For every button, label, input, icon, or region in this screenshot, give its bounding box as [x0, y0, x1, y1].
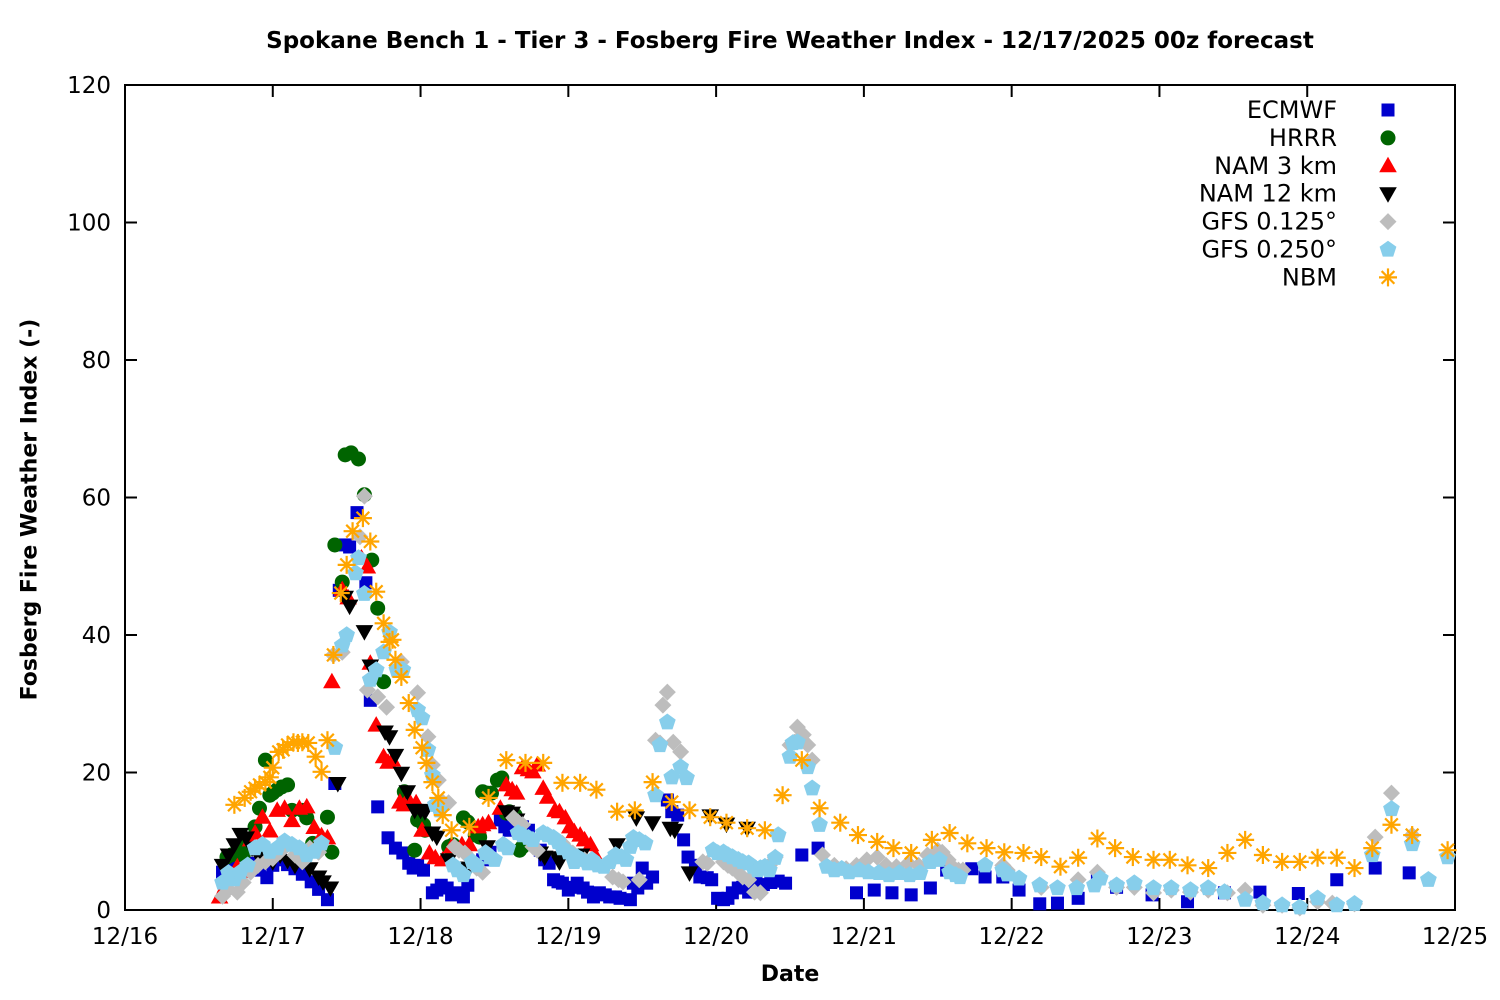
x-tick-label: 12/20: [683, 924, 749, 950]
legend-item-gfs-0-125-: GFS 0.125°: [1201, 208, 1397, 236]
y-tick-label: 20: [82, 761, 111, 787]
x-tick-label: 12/19: [535, 924, 601, 950]
y-tick-label: 60: [82, 486, 111, 512]
x-axis-ticks: 12/16 12/17 12/18 12/19 12/20 12/21 12/22 12/23…: [92, 85, 1488, 950]
legend-label: NAM 3 km: [1214, 152, 1337, 180]
series-ecmwf: [216, 506, 1416, 911]
x-tick-label: 12/24: [1274, 924, 1340, 950]
chart-title: Spokane Bench 1 - Tier 3 - Fosberg Fire …: [266, 28, 1314, 54]
legend-label: NAM 12 km: [1199, 180, 1337, 208]
legend-item-nbm: NBM: [1282, 263, 1397, 291]
x-axis-label: Date: [760, 962, 820, 987]
y-tick-label: 80: [82, 348, 111, 374]
legend-item-gfs-0-250-: GFS 0.250°: [1201, 236, 1397, 264]
legend-label: GFS 0.125°: [1201, 208, 1337, 236]
x-tick-label: 12/25: [1422, 924, 1488, 950]
x-tick-label: 12/21: [831, 924, 897, 950]
y-tick-label: 120: [67, 73, 111, 99]
legend-label: GFS 0.250°: [1201, 236, 1337, 264]
x-tick-label: 12/22: [979, 924, 1045, 950]
legend-label: ECMWF: [1247, 96, 1337, 124]
y-tick-label: 0: [96, 898, 111, 924]
legend-item-hrrr: HRRR: [1269, 124, 1396, 152]
legend-item-nam-3-km: NAM 3 km: [1214, 152, 1397, 180]
y-axis-ticks: 0 20 40 60 80 100 120: [67, 73, 1455, 924]
legend-label: NBM: [1282, 263, 1337, 291]
x-tick-label: 12/23: [1126, 924, 1192, 950]
x-tick-label: 12/17: [240, 924, 306, 950]
legend-item-ecmwf: ECMWF: [1247, 96, 1395, 124]
legend-item-nam-12-km: NAM 12 km: [1199, 180, 1397, 208]
legend-label: HRRR: [1269, 124, 1337, 152]
series-nbm: [225, 509, 1457, 878]
x-tick-label: 12/16: [92, 924, 158, 950]
x-tick-label: 12/18: [387, 924, 453, 950]
series-gfs-0-250-: [214, 549, 1456, 915]
y-tick-label: 40: [82, 623, 111, 649]
y-tick-label: 100: [67, 211, 111, 237]
